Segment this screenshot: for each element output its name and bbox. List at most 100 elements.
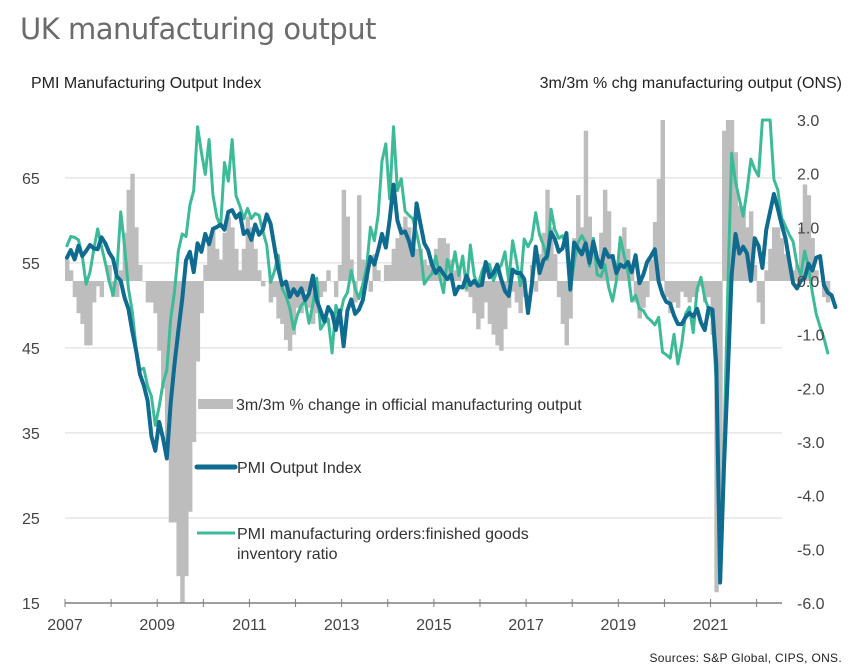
- left-tick-label: 15: [22, 596, 40, 613]
- axes: 15 25 35 45 55 65 3.0 2.0 1.0 0.0 -1.0 -2.0 -3.0 -4.0…: [22, 113, 825, 634]
- x-tick-label: 2019: [601, 617, 637, 634]
- bar: [556, 281, 562, 298]
- bar: [141, 281, 147, 282]
- bar: [234, 248, 239, 281]
- bar: [357, 195, 362, 281]
- bar: [207, 238, 212, 281]
- line-pmi-output-index: [64, 182, 838, 585]
- bar: [426, 264, 431, 281]
- legend-label-pmi-output: PMI Output Index: [237, 460, 362, 477]
- bar: [533, 281, 539, 292]
- legend-label-bars: 3m/3m % change in official manufacturing…: [236, 397, 582, 414]
- bar: [545, 189, 550, 281]
- bar: [760, 281, 765, 324]
- bar: [95, 281, 101, 287]
- bar: [237, 270, 243, 281]
- bar: [814, 270, 819, 281]
- bar: [191, 281, 197, 442]
- bar: [414, 248, 420, 281]
- bar: [637, 281, 642, 319]
- bar: [145, 281, 151, 303]
- right-tick-label: -4.0: [797, 489, 825, 506]
- bar: [84, 281, 89, 346]
- bar: [264, 281, 270, 282]
- bar: [222, 232, 227, 281]
- bar: [576, 195, 581, 281]
- bar: [672, 281, 677, 303]
- bar: [675, 281, 681, 308]
- bar: [245, 216, 251, 281]
- bar: [230, 227, 235, 281]
- bar: [818, 281, 823, 282]
- bar: [510, 281, 516, 292]
- bar: [276, 281, 281, 319]
- bar: [472, 281, 477, 314]
- left-tick-label: 45: [22, 341, 40, 358]
- bar: [345, 216, 350, 281]
- x-tick-label: 2013: [324, 617, 360, 634]
- bar: [284, 281, 289, 341]
- bar: [153, 281, 158, 314]
- bar: [368, 281, 373, 292]
- bar: [683, 281, 689, 298]
- left-tick-label: 65: [22, 171, 40, 188]
- bar: [441, 238, 446, 281]
- bar: [764, 270, 769, 281]
- bar: [126, 189, 131, 281]
- bar: [253, 248, 258, 281]
- bar: [691, 281, 696, 298]
- bar: [203, 264, 208, 281]
- bar: [380, 281, 385, 282]
- bar: [280, 281, 285, 324]
- line-series: [64, 118, 838, 585]
- bar: [775, 227, 781, 281]
- legend-swatch-bars: [198, 399, 233, 409]
- bar: [779, 238, 785, 281]
- x-tick-label: 2007: [47, 617, 83, 634]
- bar: [272, 281, 277, 298]
- bar: [718, 281, 723, 518]
- bar: [268, 281, 274, 303]
- bar: [376, 270, 381, 281]
- right-tick-label: 0.0: [797, 274, 819, 291]
- bar: [383, 264, 389, 281]
- bar: [795, 264, 800, 281]
- bar: [118, 270, 124, 281]
- bar: [752, 264, 758, 281]
- bar: [587, 216, 593, 281]
- bar: [65, 259, 70, 281]
- bar: [641, 281, 646, 308]
- bar: [687, 281, 692, 303]
- bar: [257, 270, 262, 281]
- legend-label-orders-inventory-line2: inventory ratio: [237, 546, 338, 563]
- bar: [114, 281, 120, 298]
- bar: [664, 281, 669, 298]
- left-tick-label: 55: [22, 256, 40, 273]
- legend: 3m/3m % change in official manufacturing…: [194, 397, 582, 563]
- right-tick-label: -1.0: [797, 328, 825, 345]
- bar: [633, 281, 639, 303]
- bar: [395, 238, 400, 281]
- bar: [134, 227, 139, 281]
- bar: [503, 281, 508, 330]
- bar: [729, 120, 735, 281]
- bar: [560, 281, 566, 324]
- bar: [326, 270, 331, 281]
- bar: [468, 281, 473, 298]
- source-note: Sources: S&P Global, CIPS, ONS.: [649, 651, 842, 665]
- right-tick-label: -3.0: [797, 435, 825, 452]
- bar: [214, 248, 220, 281]
- legend-label-orders-inventory-line1: PMI manufacturing orders:finished goods: [237, 526, 529, 543]
- bar: [337, 264, 343, 281]
- bar: [399, 227, 404, 281]
- bar: [649, 259, 654, 281]
- bar: [591, 248, 596, 281]
- bar: [406, 227, 412, 281]
- x-tick-label: 2011: [232, 617, 267, 634]
- bar: [184, 281, 189, 577]
- right-tick-label: 3.0: [797, 113, 819, 130]
- bar: [798, 227, 804, 281]
- bar: [195, 281, 201, 362]
- right-tick-label: -5.0: [797, 542, 825, 559]
- bar: [806, 195, 812, 281]
